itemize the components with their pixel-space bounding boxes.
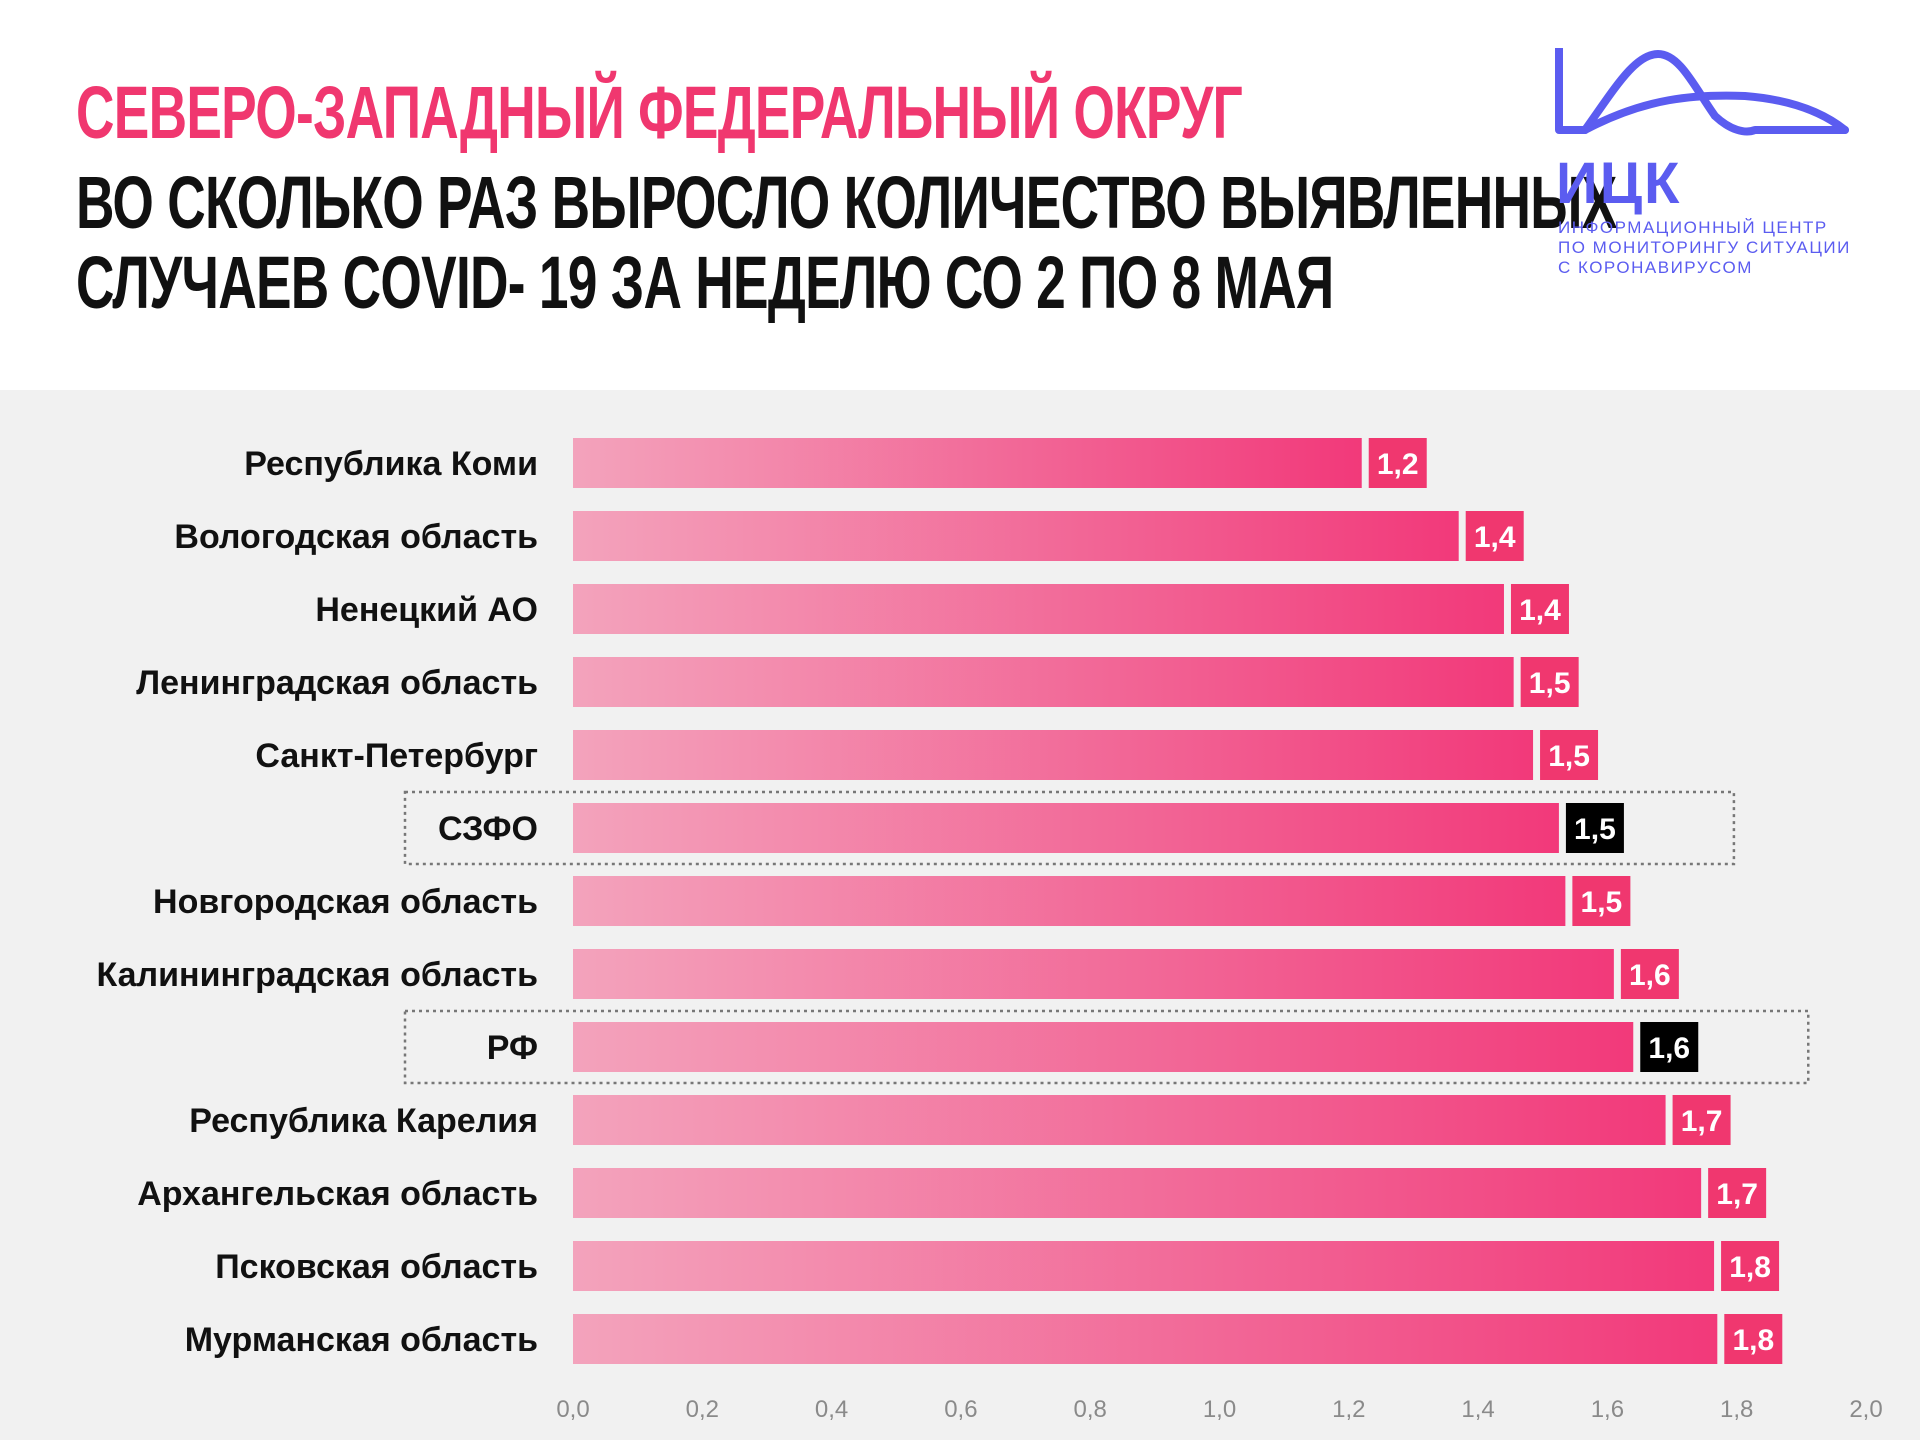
bar: [573, 438, 1362, 488]
category-label: Республика Карелия: [189, 1102, 538, 1140]
bar: [573, 949, 1614, 999]
bar: [573, 511, 1459, 561]
category-label: Псковская область: [215, 1248, 538, 1286]
logo-text-line3: С КОРОНАВИРУСОМ: [1558, 258, 1753, 277]
category-label: Вологодская область: [174, 518, 538, 556]
value-label: 1,8: [1729, 1251, 1771, 1284]
chart-title-line2: СЛУЧАЕВ COVID- 19 ЗА НЕДЕЛЮ СО 2 ПО 8 МА…: [76, 241, 1334, 324]
value-label: 1,5: [1574, 813, 1616, 846]
logo-text-line1: ИНФОРМАЦИОННЫЙ ЦЕНТР: [1558, 218, 1828, 237]
value-badge: [1368, 438, 1427, 488]
value-badge: [1565, 803, 1624, 853]
header: СЕВЕРО-ЗАПАДНЫЙ ФЕДЕРАЛЬНЫЙ ОКРУГ ВО СКО…: [0, 0, 1920, 390]
value-label: 1,5: [1581, 886, 1623, 919]
value-badge: [1465, 511, 1524, 561]
bar: [573, 1241, 1715, 1291]
highlight-frame-8: [403, 1009, 1810, 1085]
x-tick-label: 0,4: [815, 1396, 848, 1423]
bar: [573, 1095, 1666, 1145]
bar: [573, 1022, 1634, 1072]
value-label: 1,5: [1529, 667, 1571, 700]
value-label: 1,2: [1377, 448, 1419, 481]
value-badge: [1721, 1241, 1780, 1291]
x-tick-label: 1,8: [1720, 1396, 1753, 1423]
chart-title-line1: ВО СКОЛЬКО РАЗ ВЫРОСЛО КОЛИЧЕСТВО ВЫЯВЛЕ…: [76, 161, 1617, 244]
bar: [573, 584, 1504, 634]
value-label: 1,6: [1648, 1032, 1690, 1065]
bars-layer: Республика Коми 1,2 Вологодская область 1,4…: [96, 438, 1810, 1364]
highlight-frame-5: [403, 790, 1736, 866]
x-tick-label: 0,0: [556, 1396, 589, 1423]
value-badge: [1572, 876, 1631, 926]
value-badge: [1724, 1314, 1783, 1364]
value-badge: [1620, 949, 1679, 999]
region-title: СЕВЕРО-ЗАПАДНЫЙ ФЕДЕРАЛЬНЫЙ ОКРУГ: [76, 71, 1243, 154]
bar: [573, 730, 1534, 780]
x-axis: 0,0 0,2 0,4 0,6 0,8 1,0 1,2 1,4 1,6 1,8 2,0: [556, 1396, 1882, 1423]
x-tick-label: 1,0: [1203, 1396, 1236, 1423]
value-badge: [1510, 584, 1569, 634]
value-badge: [1520, 657, 1579, 707]
bar-chart: Республика Коми 1,2 Вологодская область 1,4…: [96, 438, 1883, 1423]
value-badge: [1540, 730, 1599, 780]
x-tick-label: 0,8: [1074, 1396, 1107, 1423]
value-label: 1,8: [1732, 1324, 1774, 1357]
value-label: 1,7: [1716, 1178, 1758, 1211]
logo-text-line2: ПО МОНИТОРИНГУ СИТУАЦИИ: [1558, 238, 1851, 257]
value-label: 1,4: [1519, 594, 1561, 627]
ick-logo-icon: [1555, 48, 1849, 136]
value-label: 1,5: [1548, 740, 1590, 773]
category-label: Республика Коми: [244, 445, 538, 483]
value-badge: [1708, 1168, 1767, 1218]
value-label: 1,4: [1474, 521, 1516, 554]
x-tick-label: 1,4: [1461, 1396, 1494, 1423]
category-label: Ленинградская область: [136, 664, 538, 702]
value-label: 1,7: [1681, 1105, 1723, 1138]
x-tick-label: 1,2: [1332, 1396, 1365, 1423]
bar: [573, 803, 1559, 853]
category-label: СЗФО: [438, 810, 538, 848]
value-badge: [1672, 1095, 1731, 1145]
x-tick-label: 1,6: [1591, 1396, 1624, 1423]
category-label: Калининградская область: [96, 956, 538, 994]
logo-abbreviation: ИЦК: [1556, 151, 1682, 216]
bar: [573, 1168, 1702, 1218]
x-tick-label: 0,2: [686, 1396, 719, 1423]
x-tick-label: 0,6: [944, 1396, 977, 1423]
category-label: Ненецкий АО: [315, 591, 538, 629]
category-label: РФ: [487, 1029, 538, 1067]
category-label: Мурманская область: [185, 1321, 538, 1359]
category-label: Санкт-Петербург: [255, 737, 538, 775]
bar: [573, 876, 1566, 926]
bar: [573, 657, 1514, 707]
value-badge: [1640, 1022, 1699, 1072]
value-label: 1,6: [1629, 959, 1671, 992]
category-label: Архангельская область: [137, 1175, 538, 1213]
category-label: Новгородская область: [153, 883, 538, 921]
x-tick-label: 2,0: [1849, 1396, 1882, 1423]
chart-area: Республика Коми 1,2 Вологодская область 1,4…: [0, 390, 1920, 1440]
bar: [573, 1314, 1718, 1364]
